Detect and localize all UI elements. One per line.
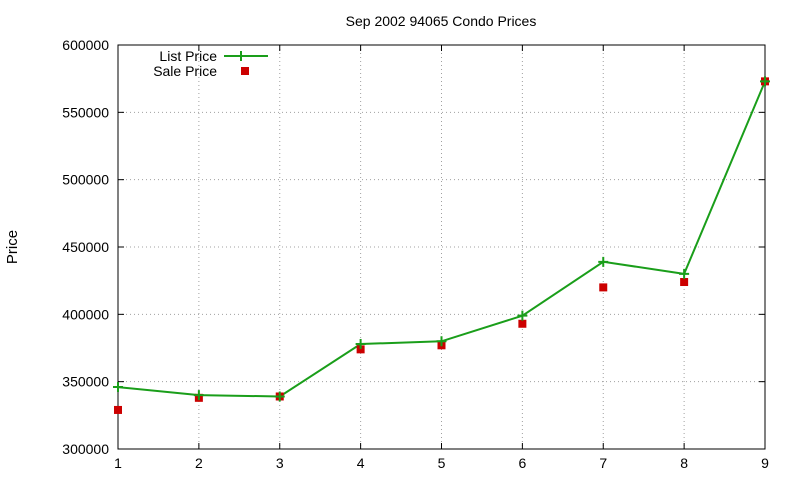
point-sale-price bbox=[518, 319, 527, 328]
legend-label-sale-price: Sale Price bbox=[153, 63, 217, 79]
point-sale-price bbox=[680, 278, 689, 287]
legend-marker-list-price bbox=[236, 51, 246, 61]
y-tick-label: 300000 bbox=[62, 441, 109, 457]
point-list-price bbox=[679, 268, 690, 279]
y-tick-label: 550000 bbox=[62, 104, 109, 120]
legend-label-list-price: List Price bbox=[159, 48, 217, 64]
x-tick-label: 8 bbox=[680, 455, 688, 471]
y-axis-ticks: 300000 350000 400000 450000 500000 550000 6000… bbox=[62, 37, 765, 457]
point-list-price bbox=[355, 338, 366, 349]
x-tick-label: 4 bbox=[357, 455, 365, 471]
x-tick-label: 9 bbox=[761, 455, 769, 471]
x-tick-label: 5 bbox=[438, 455, 446, 471]
point-list-price bbox=[517, 310, 528, 321]
y-tick-label: 500000 bbox=[62, 172, 109, 188]
y-axis-title: Price bbox=[4, 230, 21, 264]
x-tick-label: 1 bbox=[114, 455, 122, 471]
series-layer bbox=[113, 76, 770, 414]
y-tick-label: 350000 bbox=[62, 374, 109, 390]
legend-marker-sale-price bbox=[241, 67, 249, 75]
grid-lines bbox=[118, 45, 765, 449]
point-sale-price bbox=[114, 405, 122, 414]
y-tick-label: 600000 bbox=[62, 37, 109, 53]
point-list-price bbox=[598, 256, 609, 267]
point-sale-price bbox=[599, 283, 608, 292]
point-list-price bbox=[436, 336, 447, 347]
y-tick-label: 450000 bbox=[62, 239, 109, 255]
x-tick-label: 6 bbox=[518, 455, 526, 471]
point-sale-price bbox=[356, 345, 365, 354]
x-tick-label: 7 bbox=[599, 455, 607, 471]
x-tick-label: 3 bbox=[276, 455, 284, 471]
point-list-price bbox=[193, 390, 204, 401]
point-list-price bbox=[760, 76, 770, 87]
x-tick-label: 2 bbox=[195, 455, 203, 471]
x-axis-ticks: 1 2 3 4 5 6 7 8 9 bbox=[114, 45, 769, 471]
point-list-price bbox=[274, 391, 285, 402]
legend: List Price Sale Price bbox=[153, 48, 268, 79]
point-list-price bbox=[113, 382, 123, 393]
chart-title: Sep 2002 94065 Condo Prices bbox=[346, 13, 537, 29]
y-tick-label: 400000 bbox=[62, 306, 109, 322]
